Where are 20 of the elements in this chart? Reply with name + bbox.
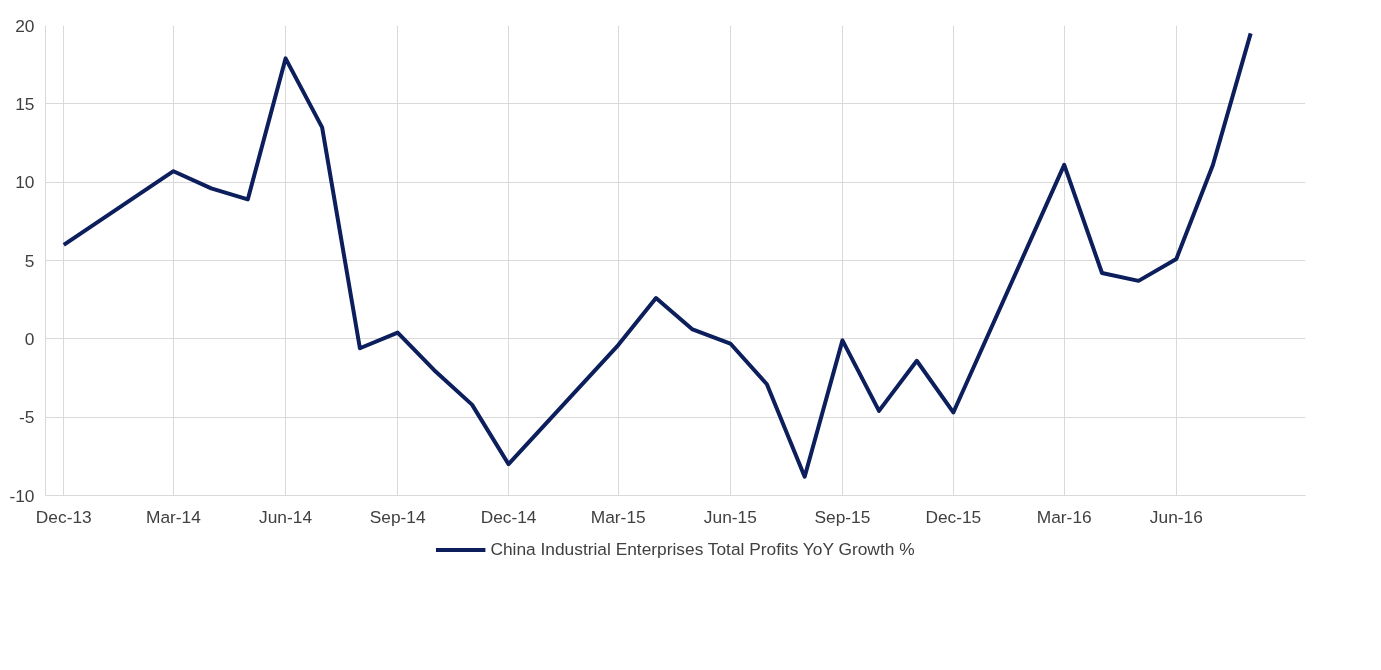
x-tick-label: Mar-14 — [146, 506, 202, 527]
line-series — [61, 31, 1253, 479]
y-tick-label: -5 — [19, 407, 35, 428]
x-tick-label: Sep-15 — [814, 506, 871, 527]
x-tick-label: Mar-15 — [590, 506, 646, 527]
y-tick-label: 20 — [15, 15, 35, 36]
x-tick-label: Dec-14 — [480, 506, 537, 527]
x-tick-label: Jun-14 — [259, 506, 313, 527]
x-tick-label: Mar-16 — [1036, 506, 1092, 527]
y-tick-label: 0 — [24, 328, 35, 349]
y-tick-label: -10 — [9, 485, 35, 506]
x-tick-label: Dec-13 — [35, 506, 92, 527]
x-tick-label: Jun-16 — [1149, 506, 1203, 527]
x-tick-label: Jun-15 — [703, 506, 757, 527]
x-tick-label: Sep-14 — [369, 506, 426, 527]
legend-label: China Industrial Enterprises Total Profits YoY Growth % — [490, 538, 915, 560]
y-tick-label: 5 — [24, 250, 35, 271]
y-tick-label: 10 — [15, 172, 35, 193]
x-tick-label: Dec-15 — [925, 506, 982, 527]
y-tick-label: 15 — [15, 93, 35, 114]
